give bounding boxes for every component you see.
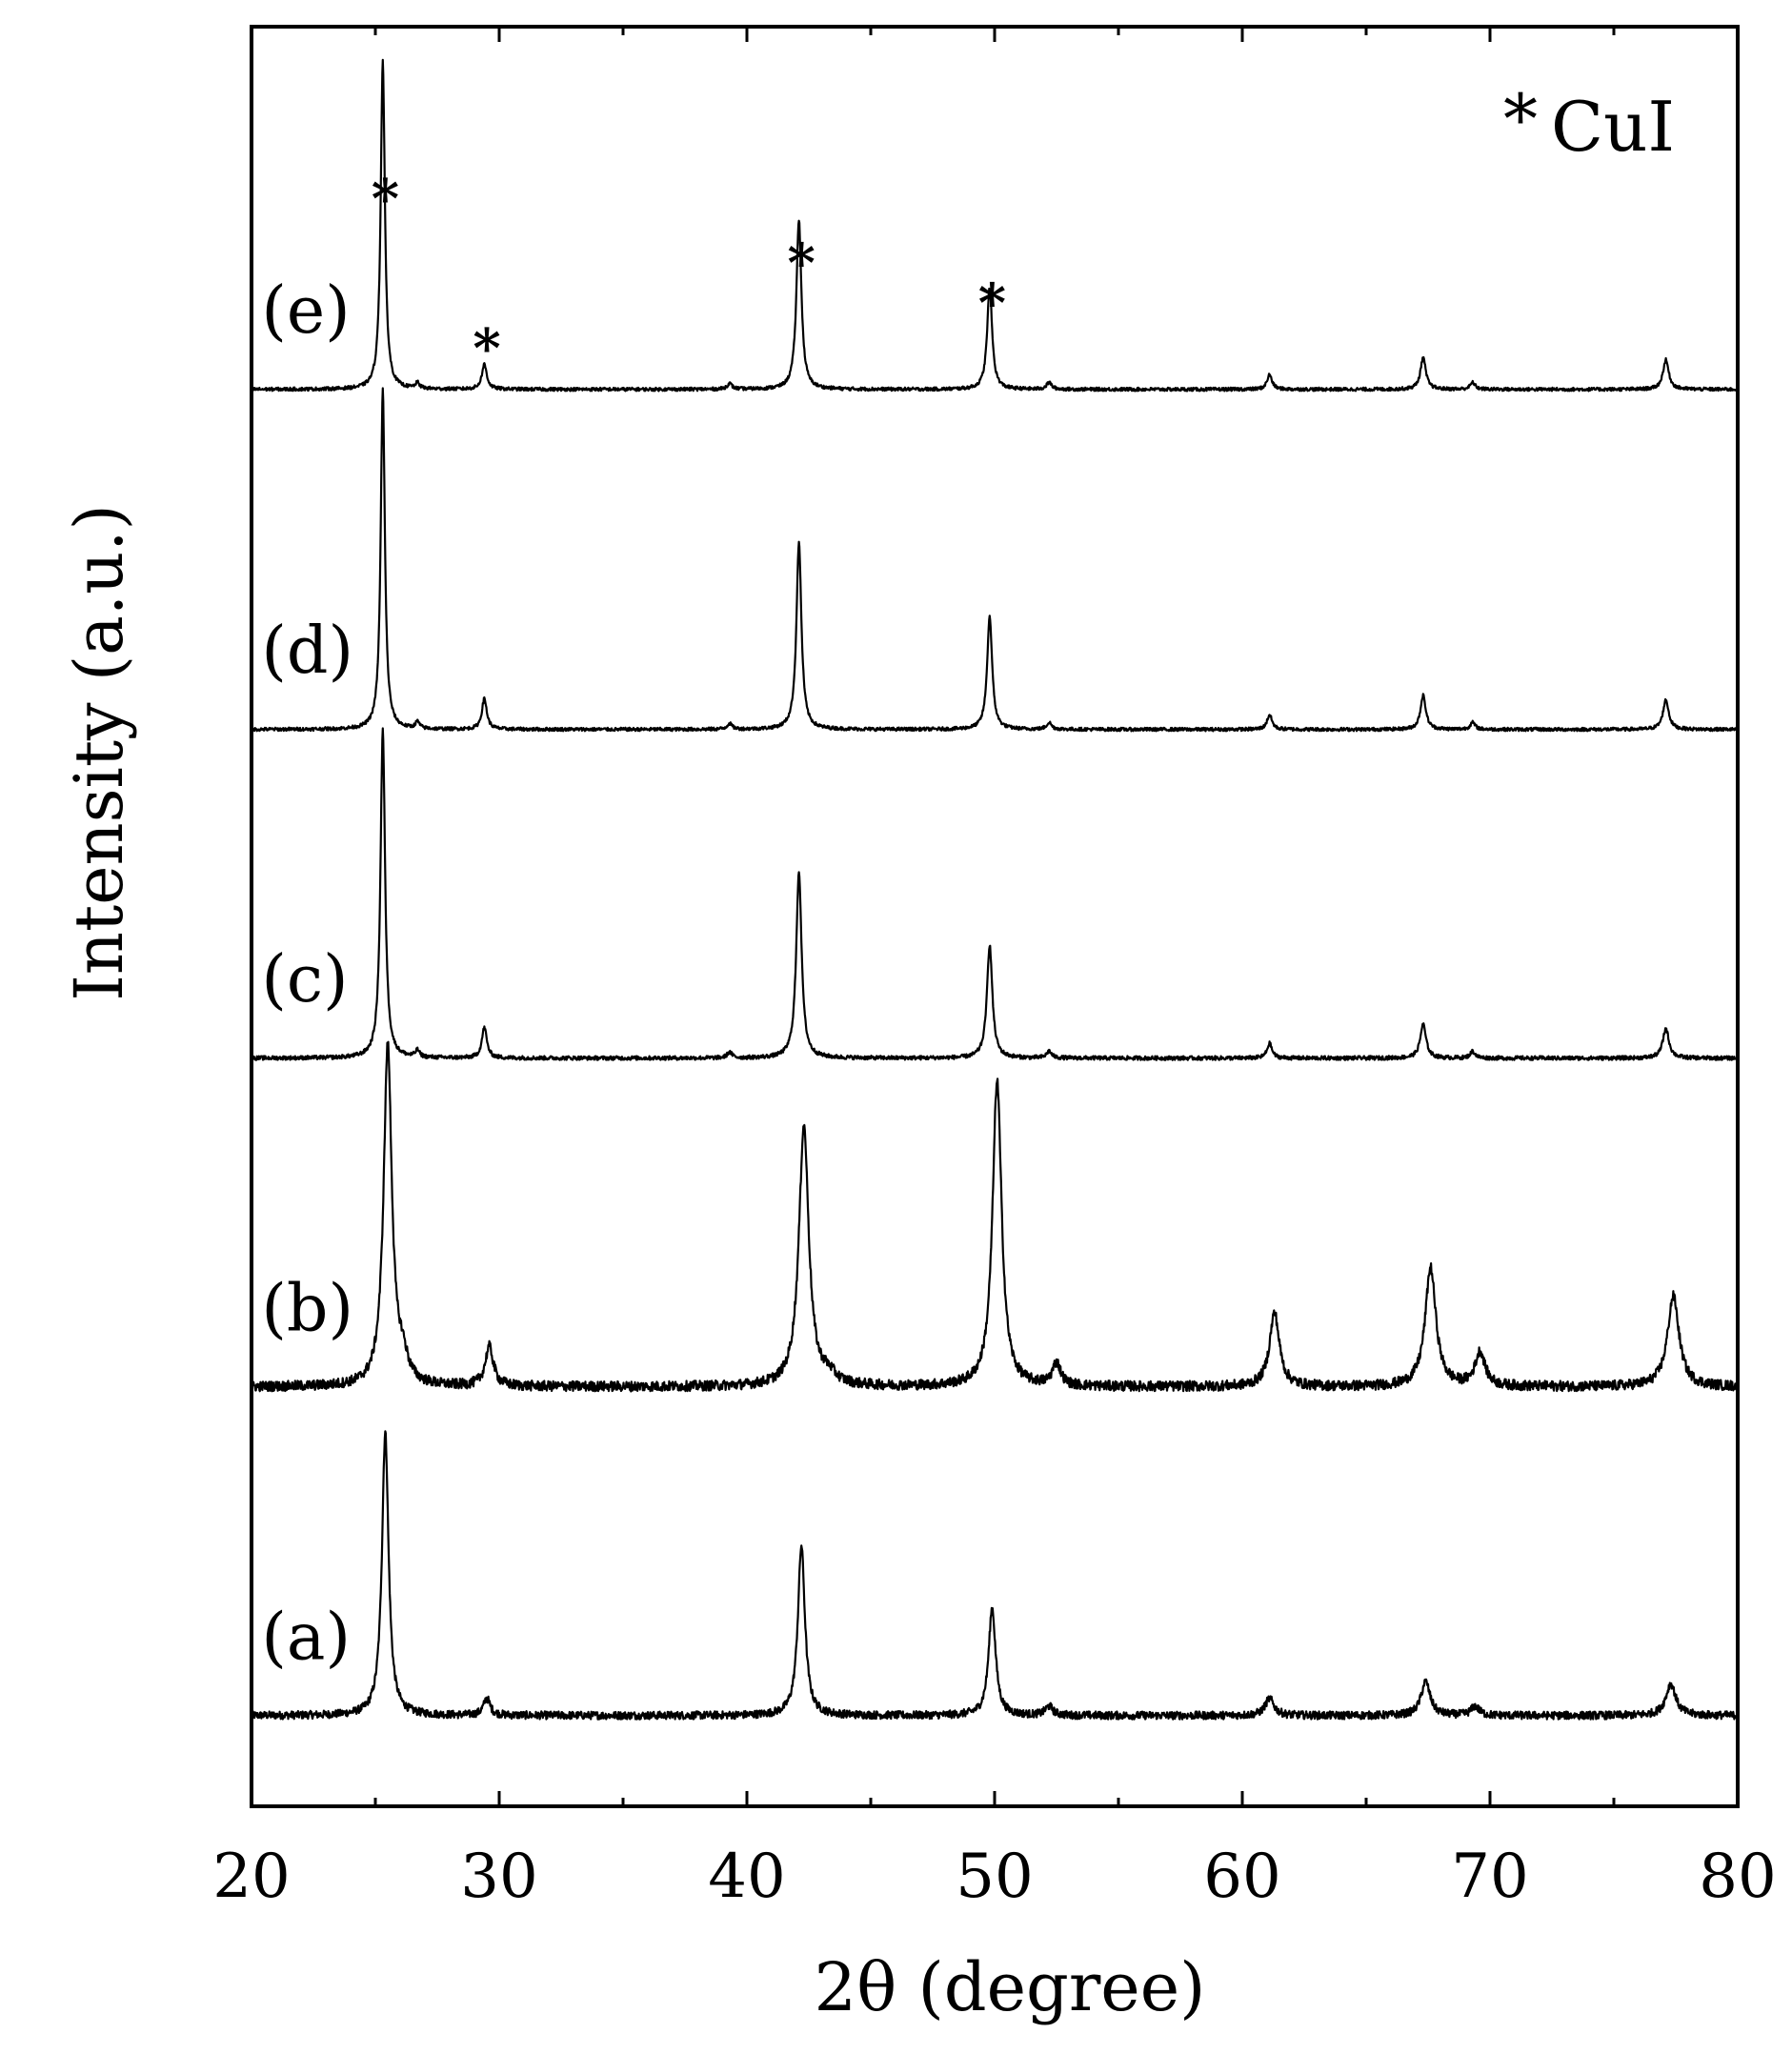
legend-label: CuI (1551, 87, 1675, 167)
series-line-4 (251, 387, 1740, 733)
x-axis-ticks (250, 27, 1740, 1806)
series-line-3 (250, 727, 1740, 1061)
series-label: (b) (261, 1271, 353, 1346)
peak-marker: * (473, 317, 500, 380)
x-tick-label: 60 (1203, 1842, 1280, 1912)
legend: * CuI (1503, 79, 1675, 167)
series-label: (e) (261, 273, 350, 349)
series-line-1 (250, 1430, 1740, 1721)
peak-markers: * * * * (372, 168, 1006, 380)
peak-marker: * (372, 168, 399, 231)
series-label: (a) (261, 1600, 351, 1675)
peak-marker: * (978, 272, 1006, 334)
series-label: (d) (261, 614, 353, 689)
legend-marker: * (1503, 79, 1538, 159)
x-tick-label: 70 (1451, 1842, 1528, 1912)
x-axis-tick-labels: 20 30 40 50 60 70 80 (212, 1842, 1776, 1912)
series-layer (250, 58, 1740, 1721)
series-label: (c) (261, 942, 348, 1017)
series-line-5 (251, 58, 1740, 393)
series-line-2 (251, 1040, 1740, 1393)
x-axis-title: 2θ (degree) (815, 1948, 1206, 2026)
x-tick-label: 50 (956, 1842, 1033, 1912)
x-tick-label: 80 (1699, 1842, 1776, 1912)
x-tick-label: 30 (460, 1842, 537, 1912)
x-tick-label: 40 (708, 1842, 785, 1912)
series-labels: (a) (b) (c) (d) (e) (261, 273, 353, 1675)
peak-marker: * (788, 232, 815, 294)
y-axis-title: Intensity (a.u.) (60, 504, 138, 1001)
x-tick-label: 20 (212, 1842, 290, 1912)
